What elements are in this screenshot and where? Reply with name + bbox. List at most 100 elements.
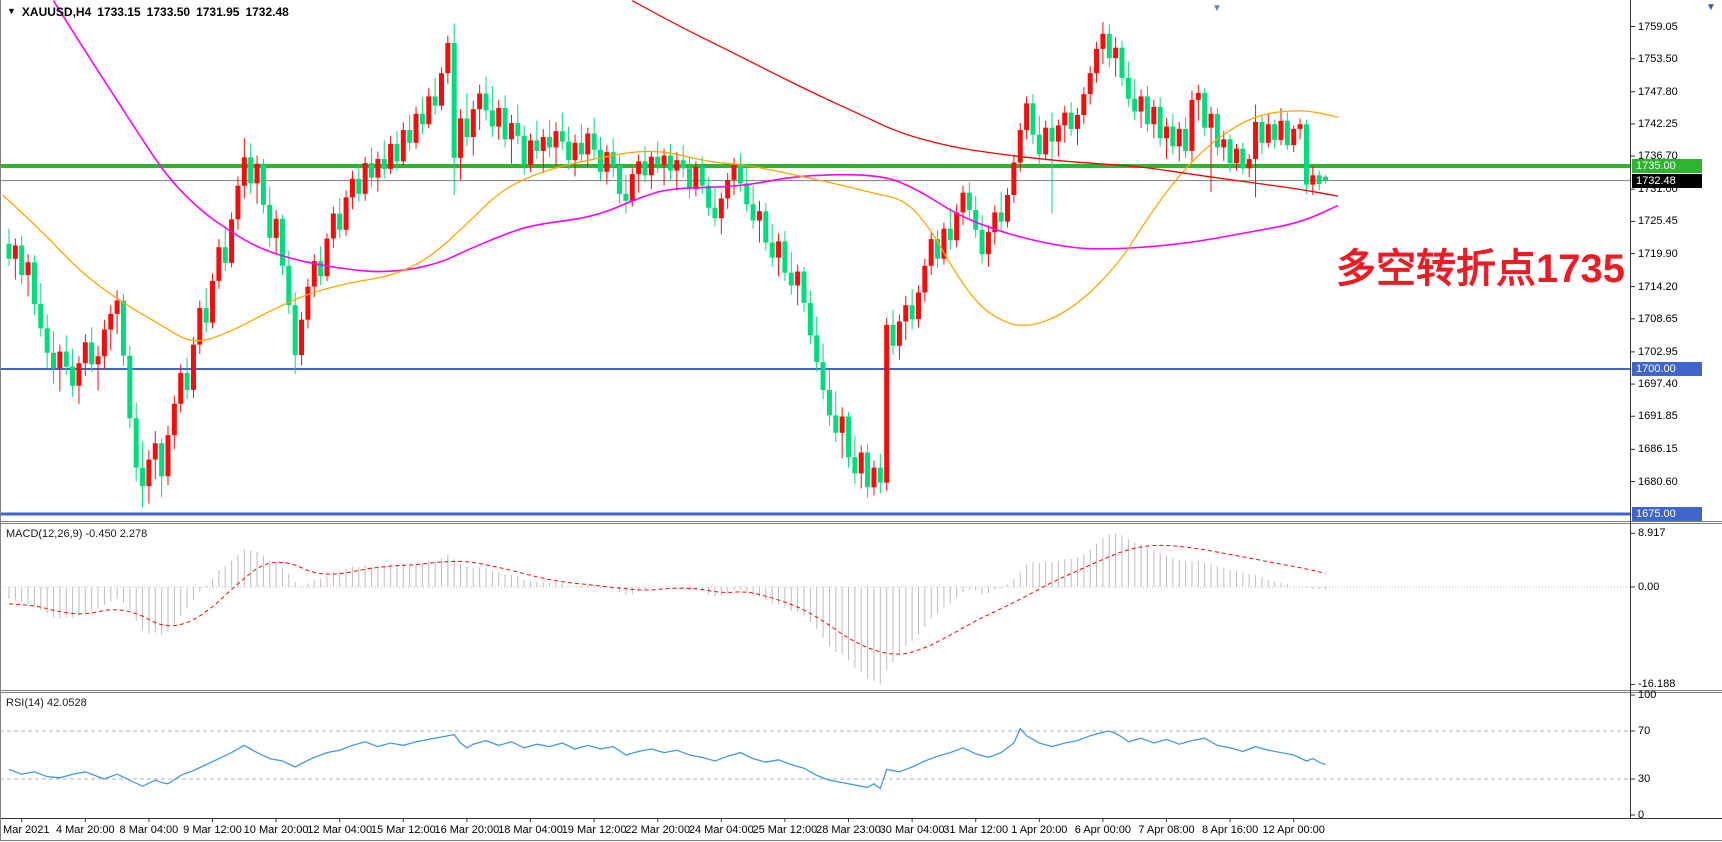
candle-body xyxy=(744,183,750,205)
candle-body xyxy=(267,204,273,238)
candle-body xyxy=(76,363,82,386)
time-tick-label: 12 Apr 00:00 xyxy=(1262,824,1325,836)
price-tick-label: 1753.50 xyxy=(1638,52,1678,65)
candle-body xyxy=(674,160,680,171)
candle-body xyxy=(617,166,623,194)
candle-body xyxy=(279,218,285,266)
candle-body xyxy=(591,133,597,150)
macd-axis-label: -16.188 xyxy=(1638,678,1676,691)
candle-body xyxy=(95,356,101,365)
candle-body xyxy=(178,373,184,404)
candle-body xyxy=(190,344,196,390)
candle-body xyxy=(1087,73,1093,95)
candle-body xyxy=(496,108,502,127)
candle-body xyxy=(896,321,902,346)
candle-body xyxy=(419,113,425,125)
time-tick-label: 28 Mar 23:00 xyxy=(816,824,881,836)
candle-body xyxy=(407,130,413,143)
candle-body xyxy=(712,207,718,219)
price-badge-1675.00: 1675.00 xyxy=(1632,507,1702,521)
candle-body xyxy=(756,211,762,221)
candle-body xyxy=(1049,127,1055,142)
price-tick-label: 1708.65 xyxy=(1638,312,1678,325)
candle-body xyxy=(12,245,18,259)
candle-body xyxy=(597,149,603,172)
candle-body xyxy=(1214,113,1220,148)
time-tick-label: 18 Mar 04:00 xyxy=(498,824,563,836)
candle-body xyxy=(1221,139,1227,148)
candle-body xyxy=(432,96,438,106)
candle-body xyxy=(241,157,247,186)
chart-shift-marker-icon[interactable]: ▼ xyxy=(1212,3,1222,14)
candle-body xyxy=(1151,106,1157,125)
candle-body xyxy=(1202,92,1208,128)
candle-body xyxy=(273,218,279,238)
candle-body xyxy=(184,373,190,390)
candle-body xyxy=(846,416,852,458)
candle-body xyxy=(966,192,972,211)
candle-body xyxy=(438,73,444,106)
candle-body xyxy=(31,262,37,305)
ma-orange-line xyxy=(2,110,1339,342)
candle-body xyxy=(6,243,12,259)
price-tick-label: 1719.90 xyxy=(1638,247,1678,260)
candle-body xyxy=(1094,48,1100,74)
candle-body xyxy=(782,241,788,273)
candle-body xyxy=(1291,128,1297,146)
candle-body xyxy=(127,355,133,419)
candle-body xyxy=(521,135,527,165)
candle-body xyxy=(1240,148,1246,169)
candle-body xyxy=(337,213,343,230)
macd-signal-line xyxy=(8,544,1326,655)
candle-body xyxy=(57,351,63,369)
collapse-indicators-icon[interactable]: ▼ xyxy=(7,6,16,16)
scroll-to-end-icon[interactable]: ▼ xyxy=(1706,2,1716,13)
candle-body xyxy=(629,174,635,201)
candle-body xyxy=(960,192,966,213)
candle-body xyxy=(305,286,311,320)
candle-body xyxy=(540,137,546,151)
candle-body xyxy=(699,167,705,186)
candle-body xyxy=(502,108,508,140)
candle-body xyxy=(108,313,114,330)
candle-body xyxy=(814,335,820,363)
price-tick-label: 1691.85 xyxy=(1638,410,1678,423)
candle-body xyxy=(566,141,572,161)
candle-body xyxy=(451,43,457,158)
candle-body xyxy=(203,308,209,323)
candle-body xyxy=(25,262,31,276)
macd-signal-value: 2.278 xyxy=(119,528,148,540)
time-tick-label: 19 Mar 12:00 xyxy=(561,824,627,836)
candle-body xyxy=(101,329,107,357)
candle-body xyxy=(318,261,324,277)
price-tick-label: 1697.40 xyxy=(1638,378,1678,391)
macd-name: MACD(12,26,9) xyxy=(6,528,83,540)
candle-body xyxy=(1132,98,1138,112)
candle-body xyxy=(610,152,616,166)
time-tick-label: 9 Mar 12:00 xyxy=(183,824,242,836)
candle-body xyxy=(114,300,120,314)
candle-body xyxy=(553,131,559,148)
candle-body xyxy=(667,155,673,171)
candle-body xyxy=(877,467,883,483)
candle-body xyxy=(1138,96,1144,112)
candle-body xyxy=(884,324,890,483)
time-tick-label: 31 Mar 12:00 xyxy=(943,824,1009,836)
candle-body xyxy=(508,123,514,140)
candle-body xyxy=(826,389,832,416)
rsi-value: 42.0528 xyxy=(46,697,87,709)
candle-body xyxy=(1246,159,1252,169)
rsi-axis-label: 30 xyxy=(1638,773,1651,785)
time-tick-label: 10 Mar 20:00 xyxy=(243,824,309,836)
candle-body xyxy=(1164,126,1170,139)
time-tick-label: 8 Apr 16:00 xyxy=(1201,824,1259,836)
candle-body xyxy=(1062,112,1068,126)
candle-body xyxy=(1074,114,1080,129)
candle-body xyxy=(1157,106,1163,139)
candle-body xyxy=(661,155,667,165)
candle-body xyxy=(559,131,565,142)
candle-body xyxy=(871,467,877,488)
candle-body xyxy=(171,403,177,436)
candle-body xyxy=(1125,77,1131,99)
